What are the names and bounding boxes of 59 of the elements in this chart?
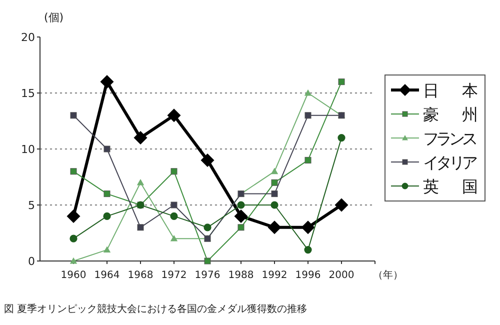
- point: [104, 190, 110, 198]
- x-tick-label: 1996: [295, 270, 321, 281]
- point: [271, 179, 278, 186]
- legend-label: 豪州: [423, 105, 478, 124]
- point: [268, 220, 282, 234]
- x-tick-label: 1992: [262, 270, 288, 281]
- y-tick-label: 0: [28, 255, 35, 268]
- point: [103, 212, 111, 220]
- point: [100, 75, 114, 89]
- x-tick-label: 2000: [328, 270, 354, 281]
- y-tick-label: 20: [21, 31, 35, 44]
- point: [338, 78, 345, 86]
- y-axis-title: (個): [44, 11, 64, 24]
- point: [70, 168, 77, 175]
- point: [238, 224, 244, 231]
- point: [103, 246, 111, 252]
- point: [70, 234, 78, 242]
- legend-label: フランス: [423, 129, 478, 148]
- point: [304, 156, 312, 164]
- point: [270, 168, 278, 174]
- y-tick-label: 5: [28, 199, 35, 212]
- x-axis-title: （年）: [373, 269, 403, 281]
- point: [204, 258, 211, 264]
- x-tick-label: 1960: [60, 270, 86, 281]
- point: [301, 220, 315, 234]
- y-tick-label: 15: [21, 87, 35, 100]
- point: [204, 224, 212, 232]
- point: [304, 112, 312, 119]
- x-tick-label: 1968: [128, 270, 154, 281]
- legend-label: 英国: [423, 177, 478, 196]
- point: [270, 201, 278, 209]
- point: [304, 89, 312, 96]
- point: [237, 201, 245, 209]
- point: [70, 112, 77, 119]
- point: [170, 235, 178, 242]
- point: [70, 257, 78, 264]
- x-tick-label: 1964: [94, 270, 120, 281]
- point: [167, 108, 181, 122]
- point: [271, 190, 278, 198]
- text: 図 夏季オリンピック競技大会における各国の金メダル獲得数の推移: [4, 303, 308, 315]
- point: [234, 209, 248, 223]
- point: [200, 153, 214, 167]
- point: [338, 134, 346, 142]
- legend-label: イタリア: [423, 153, 478, 172]
- point: [170, 202, 178, 208]
- point: [134, 131, 148, 145]
- point: [170, 212, 178, 220]
- point: [334, 198, 348, 212]
- point: [104, 146, 110, 152]
- x-tick-label: 1988: [228, 270, 254, 281]
- point: [137, 224, 144, 231]
- point: [170, 168, 178, 175]
- y-tick-label: 10: [21, 143, 35, 156]
- x-tick-label: 1972: [161, 270, 187, 281]
- point: [304, 246, 312, 254]
- point: [136, 179, 144, 186]
- legend-label: 日本: [423, 81, 478, 100]
- x-tick-label: 1976: [194, 270, 220, 281]
- point: [66, 209, 80, 223]
